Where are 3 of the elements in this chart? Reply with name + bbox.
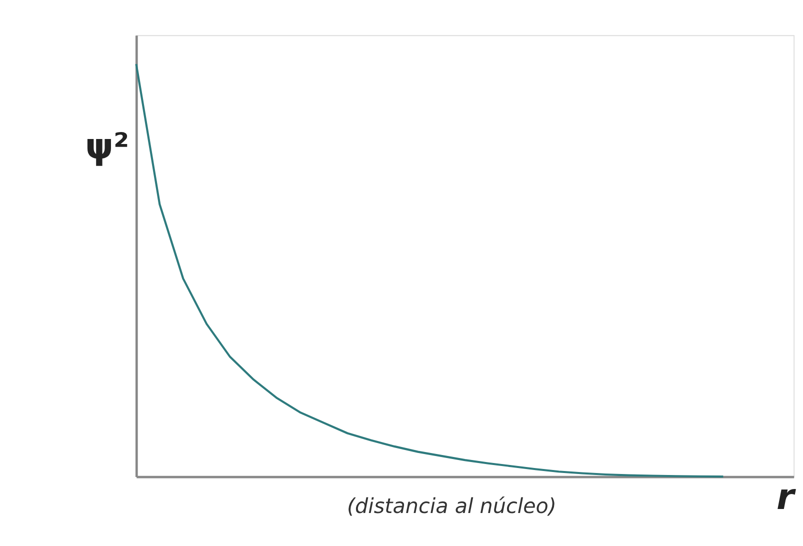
y-axis-title: ψ² bbox=[85, 126, 130, 168]
text: (distancia al núcleo) bbox=[346, 494, 556, 518]
x-axis-title: r bbox=[776, 476, 796, 518]
